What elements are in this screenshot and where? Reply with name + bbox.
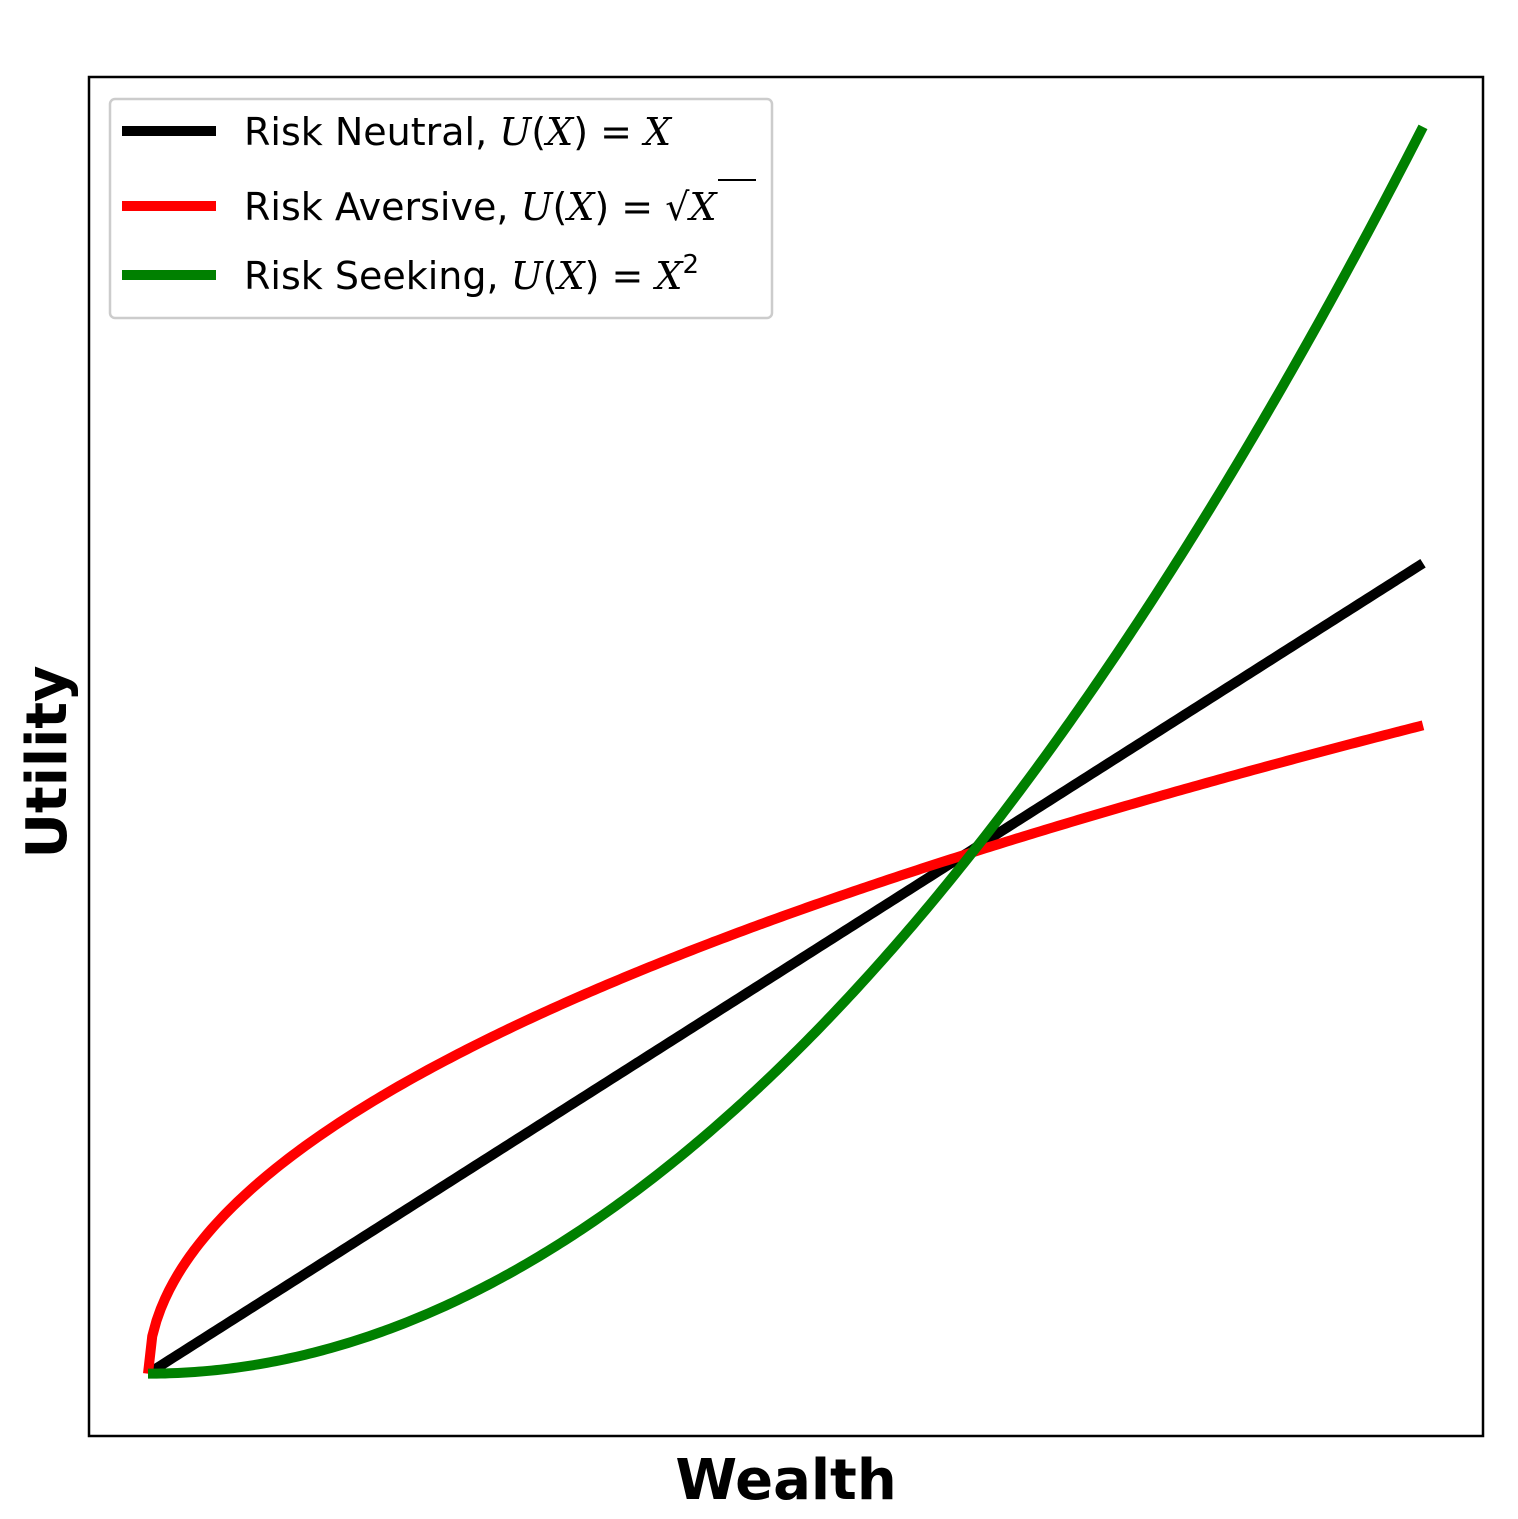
y-axis-title: Utility (15, 665, 80, 858)
legend-label-risk-seeking: Risk Seeking, U(X) = X2 (244, 250, 699, 298)
legend-label-risk-aversive: Risk Aversive, U(X) = √X (244, 185, 718, 229)
legend-label-risk-neutral: Risk Neutral, U(X) = X (244, 110, 673, 154)
legend-box (108, 97, 774, 320)
legend: Risk Neutral, U(X) = X Risk Aversive, U(… (108, 97, 774, 320)
series-line-risk-aversive (143, 720, 1425, 1375)
plot-area-frame (87, 75, 1485, 1438)
series-group (143, 124, 1428, 1379)
x-axis-title: Wealth (675, 1448, 896, 1513)
series-line-risk-neutral (145, 559, 1426, 1378)
series-line-risk-seeking (147, 124, 1428, 1379)
